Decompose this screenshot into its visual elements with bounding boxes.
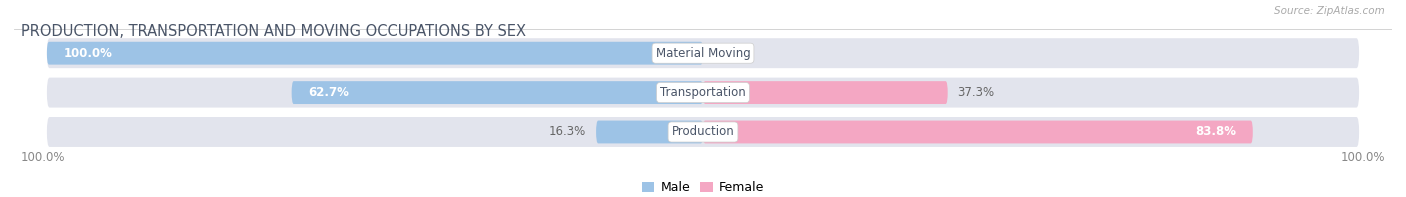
Text: Source: ZipAtlas.com: Source: ZipAtlas.com [1274, 6, 1385, 16]
FancyBboxPatch shape [46, 42, 703, 65]
Text: Production: Production [672, 125, 734, 138]
Legend: Male, Female: Male, Female [637, 177, 769, 197]
FancyBboxPatch shape [291, 81, 703, 104]
FancyBboxPatch shape [703, 81, 948, 104]
Text: PRODUCTION, TRANSPORTATION AND MOVING OCCUPATIONS BY SEX: PRODUCTION, TRANSPORTATION AND MOVING OC… [21, 24, 526, 39]
Text: 83.8%: 83.8% [1195, 125, 1236, 138]
Text: 100.0%: 100.0% [63, 47, 112, 60]
Text: Transportation: Transportation [661, 86, 745, 99]
Text: Material Moving: Material Moving [655, 47, 751, 60]
Text: 62.7%: 62.7% [308, 86, 349, 99]
Text: 37.3%: 37.3% [957, 86, 994, 99]
Text: 16.3%: 16.3% [548, 125, 586, 138]
FancyBboxPatch shape [46, 38, 1360, 68]
FancyBboxPatch shape [596, 121, 703, 143]
Text: 100.0%: 100.0% [21, 151, 65, 164]
Text: 100.0%: 100.0% [1341, 151, 1385, 164]
FancyBboxPatch shape [46, 78, 1360, 108]
FancyBboxPatch shape [46, 117, 1360, 147]
FancyBboxPatch shape [703, 121, 1253, 143]
